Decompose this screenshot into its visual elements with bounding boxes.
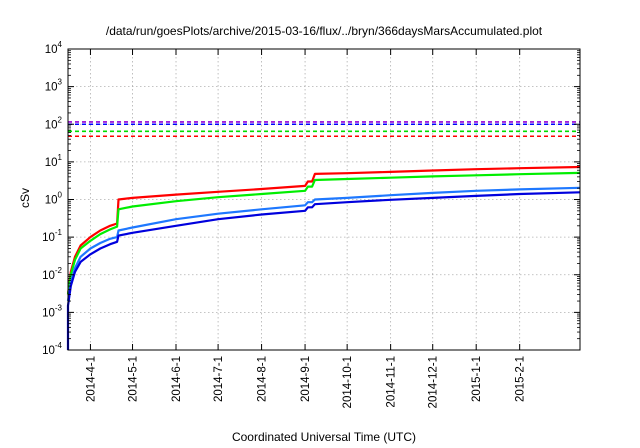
series-line bbox=[66, 171, 581, 295]
x-axis-label: Coordinated Universal Time (UTC) bbox=[232, 430, 416, 444]
y-tick-label: 10-2 bbox=[42, 266, 62, 282]
y-tick-label: 10-1 bbox=[42, 228, 62, 244]
series-lines bbox=[66, 165, 581, 350]
x-tick-label: 2014-9-1 bbox=[300, 356, 312, 402]
x-tick-label: 2014-6-1 bbox=[171, 356, 183, 402]
y-tick-label: 10-3 bbox=[42, 303, 62, 319]
y-tick-label: 102 bbox=[45, 115, 63, 131]
series-line bbox=[66, 191, 581, 350]
x-tick-label: 2014-11-1 bbox=[386, 356, 398, 408]
series-line bbox=[66, 165, 581, 295]
x-tick-label: 2014-7-1 bbox=[213, 356, 225, 402]
y-axis-ticks: 10-4 10-3 10-2 10-1 100 101 102 103 104 bbox=[42, 40, 580, 357]
x-tick-label: 2014-8-1 bbox=[257, 356, 269, 402]
x-tick-label: 2014-10-1 bbox=[342, 356, 354, 408]
y-axis-label: cSv bbox=[18, 188, 32, 208]
y-tick-label: 104 bbox=[45, 40, 63, 56]
x-axis-ticks: 2014-4-1 2014-5-1 2014-6-1 2014-7-1 2014-8-1… bbox=[85, 49, 527, 408]
y-tick-label: 10-4 bbox=[42, 341, 62, 357]
x-tick-label: 2014-5-1 bbox=[128, 356, 140, 402]
reference-lines bbox=[68, 121, 580, 138]
x-tick-label: 2014-12-1 bbox=[428, 356, 440, 408]
chart-title: /data/run/goesPlots/archive/2015-03-16/f… bbox=[106, 24, 543, 38]
y-tick-label: 100 bbox=[45, 191, 63, 207]
series-line bbox=[66, 186, 581, 302]
x-tick-label: 2015-2-1 bbox=[515, 356, 527, 402]
y-tick-label: 103 bbox=[45, 78, 63, 94]
y-tick-label: 101 bbox=[45, 153, 63, 169]
x-tick-label: 2015-1-1 bbox=[471, 356, 483, 402]
x-tick-label: 2014-4-1 bbox=[85, 356, 97, 402]
